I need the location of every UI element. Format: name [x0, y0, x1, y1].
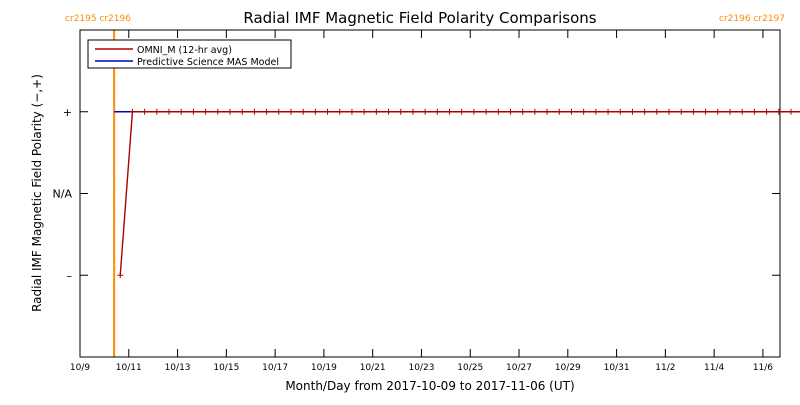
- data-point: [312, 108, 319, 115]
- data-point: [263, 108, 270, 115]
- data-point: [190, 108, 197, 115]
- data-point: [373, 108, 380, 115]
- y-axis-label: Radial IMF Magnetic Field Polarity (−,+): [30, 74, 44, 312]
- carrington-marker-label: cr2196 cr2197: [719, 14, 785, 24]
- x-tick-label: 11/2: [655, 363, 675, 373]
- x-tick-label: 11/6: [753, 363, 773, 373]
- data-point: [580, 108, 587, 115]
- carrington-marker-label: cr2195 cr2196: [65, 14, 131, 24]
- data-point: [483, 108, 490, 115]
- data-point: [592, 108, 599, 115]
- data-point: [275, 108, 282, 115]
- carrington-rotation-markers: cr2195 cr2196 cr2196 cr2197: [65, 14, 785, 357]
- plot-frame: [79, 29, 781, 358]
- legend: OMNI_M (12-hr avg) Predictive Science MA…: [87, 39, 292, 69]
- x-tick-label: 10/11: [116, 363, 142, 373]
- chart-title: Radial IMF Magnetic Field Polarity Compa…: [243, 9, 596, 27]
- y-tick-label: +: [63, 106, 72, 119]
- data-point: [727, 108, 733, 115]
- data-point: [763, 108, 770, 115]
- data-point: [787, 108, 794, 115]
- data-point: [751, 108, 758, 115]
- data-point: [178, 108, 185, 115]
- x-tick-label: 10/21: [360, 363, 386, 373]
- legend-label-mas: Predictive Science MAS Model: [137, 57, 279, 68]
- x-tick-label: 10/13: [165, 363, 191, 373]
- x-tick-label: 10/17: [262, 363, 288, 373]
- data-point: [117, 272, 124, 279]
- data-point: [141, 108, 148, 115]
- legend-label-omni: OMNI_M (12-hr avg): [137, 45, 232, 56]
- data-point: [336, 108, 343, 115]
- legend-box: [87, 39, 292, 69]
- data-point: [361, 108, 368, 115]
- x-tick-label: 10/25: [457, 363, 483, 373]
- data-point: [251, 108, 258, 115]
- x-tick-label: 10/23: [408, 363, 434, 373]
- y-tick-label: N/A: [53, 188, 73, 201]
- data-point: [385, 108, 392, 115]
- y-tick-label: –: [67, 269, 73, 282]
- data-point: [556, 108, 563, 115]
- data-point: [690, 108, 697, 115]
- data-point: [531, 108, 538, 115]
- data-point: [202, 108, 209, 115]
- data-point: [300, 108, 307, 115]
- data-point: [227, 108, 233, 115]
- data-point: [653, 108, 660, 115]
- data-point: [568, 108, 575, 115]
- data-point: [714, 108, 721, 115]
- data-point: [678, 108, 685, 115]
- data-point: [507, 108, 514, 115]
- data-point: [641, 108, 648, 115]
- data-point: [666, 108, 673, 115]
- series-layer: [114, 108, 800, 279]
- y-axis-ticks: + N/A –: [53, 106, 780, 282]
- data-point: [519, 108, 526, 115]
- data-point: [129, 108, 136, 115]
- data-point: [422, 108, 429, 115]
- data-point: [409, 108, 416, 115]
- data-point: [287, 108, 294, 115]
- data-point: [214, 108, 221, 115]
- data-point: [434, 108, 441, 115]
- data-point: [495, 108, 502, 115]
- data-point: [348, 108, 355, 115]
- data-point: [153, 108, 160, 115]
- data-point: [702, 108, 709, 115]
- data-point: [446, 108, 453, 115]
- x-tick-label: 11/4: [704, 363, 724, 373]
- data-point: [166, 108, 173, 115]
- data-point: [397, 108, 404, 115]
- x-tick-label: 10/19: [311, 363, 337, 373]
- x-tick-label: 10/31: [604, 363, 630, 373]
- data-point: [544, 108, 551, 115]
- data-point: [324, 108, 331, 115]
- data-point: [605, 108, 612, 115]
- data-point: [629, 108, 636, 115]
- data-point: [739, 108, 746, 115]
- data-point: [470, 108, 477, 115]
- data-point: [617, 108, 624, 115]
- data-point: [239, 108, 246, 115]
- series-line: [119, 111, 800, 276]
- x-axis-label: Month/Day from 2017-10-09 to 2017-11-06 …: [285, 379, 574, 393]
- data-point: [458, 108, 465, 115]
- x-tick-label: 10/9: [70, 363, 90, 373]
- data-point: [775, 108, 782, 115]
- x-tick-label: 10/27: [506, 363, 532, 373]
- x-axis-ticks: 10/9 10/11 10/13 10/15 10/17 10/19 10/21 10/23 1…: [70, 30, 773, 373]
- x-tick-label: 10/15: [213, 363, 239, 373]
- x-tick-label: 10/29: [555, 363, 581, 373]
